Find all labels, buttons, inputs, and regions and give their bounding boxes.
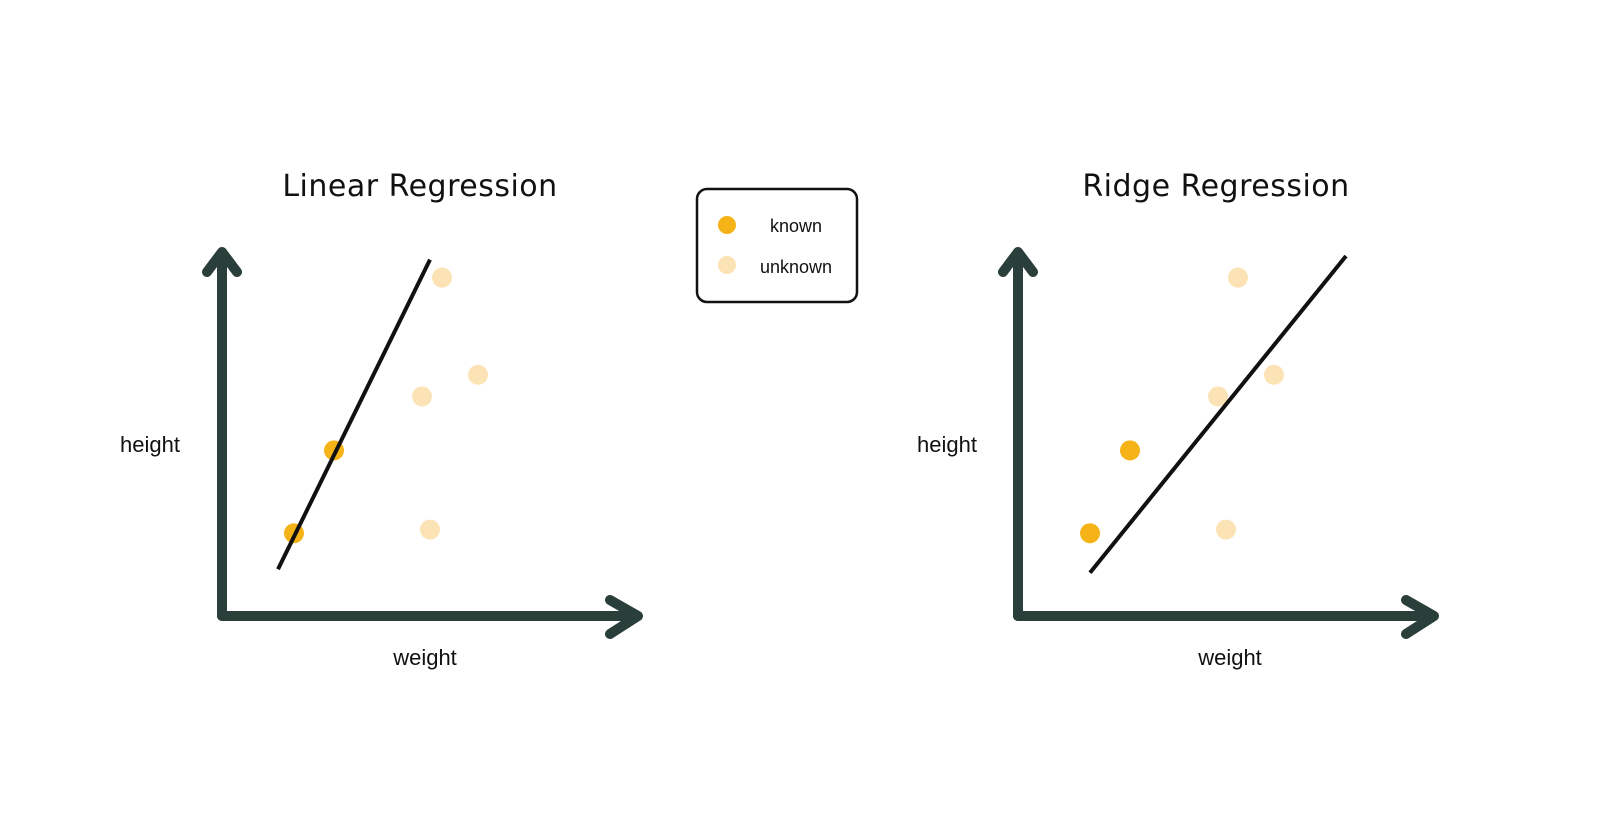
legend-unknown-label: unknown <box>760 257 832 277</box>
x-axis-arrowhead-linear <box>605 595 643 639</box>
fit-line-ridge <box>1088 254 1348 575</box>
x-axis-label-linear: weight <box>392 645 457 670</box>
y-axis-label-ridge: height <box>917 432 977 457</box>
legend: known unknown <box>695 187 859 304</box>
chart-title-ridge: Ridge Regression <box>1082 169 1349 204</box>
unknown-point-linear-1 <box>412 386 432 407</box>
axes-ridge <box>998 247 1439 639</box>
y-axis-arrowhead-ridge <box>998 247 1038 277</box>
chart-ridge-regression: Ridge Regression height weight <box>917 169 1439 670</box>
unknown-point-linear-3 <box>432 267 452 288</box>
fit-line-linear <box>276 258 432 571</box>
axes-linear <box>202 247 643 639</box>
legend-known-label: known <box>770 216 822 236</box>
chart-linear-regression: Linear Regression height weight <box>120 169 643 670</box>
legend-unknown-marker <box>718 256 736 274</box>
plot-area-ridge <box>1080 254 1348 575</box>
x-axis-arrowhead-ridge <box>1401 595 1439 639</box>
chart-title-linear: Linear Regression <box>282 169 557 204</box>
unknown-point-linear-2 <box>420 519 440 540</box>
x-axis-label-ridge: weight <box>1197 645 1262 670</box>
unknown-point-ridge-1 <box>1208 386 1228 407</box>
y-axis-label-linear: height <box>120 432 180 457</box>
known-point-ridge-1 <box>1080 523 1100 544</box>
legend-box <box>695 187 859 304</box>
plot-area-linear <box>276 258 488 571</box>
unknown-point-ridge-4 <box>1264 364 1284 385</box>
y-axis-arrowhead-linear <box>202 247 242 277</box>
unknown-point-ridge-2 <box>1216 519 1236 540</box>
known-point-ridge-2 <box>1120 440 1140 461</box>
unknown-point-linear-4 <box>468 364 488 385</box>
unknown-point-ridge-3 <box>1228 267 1248 288</box>
legend-known-marker <box>718 216 736 234</box>
